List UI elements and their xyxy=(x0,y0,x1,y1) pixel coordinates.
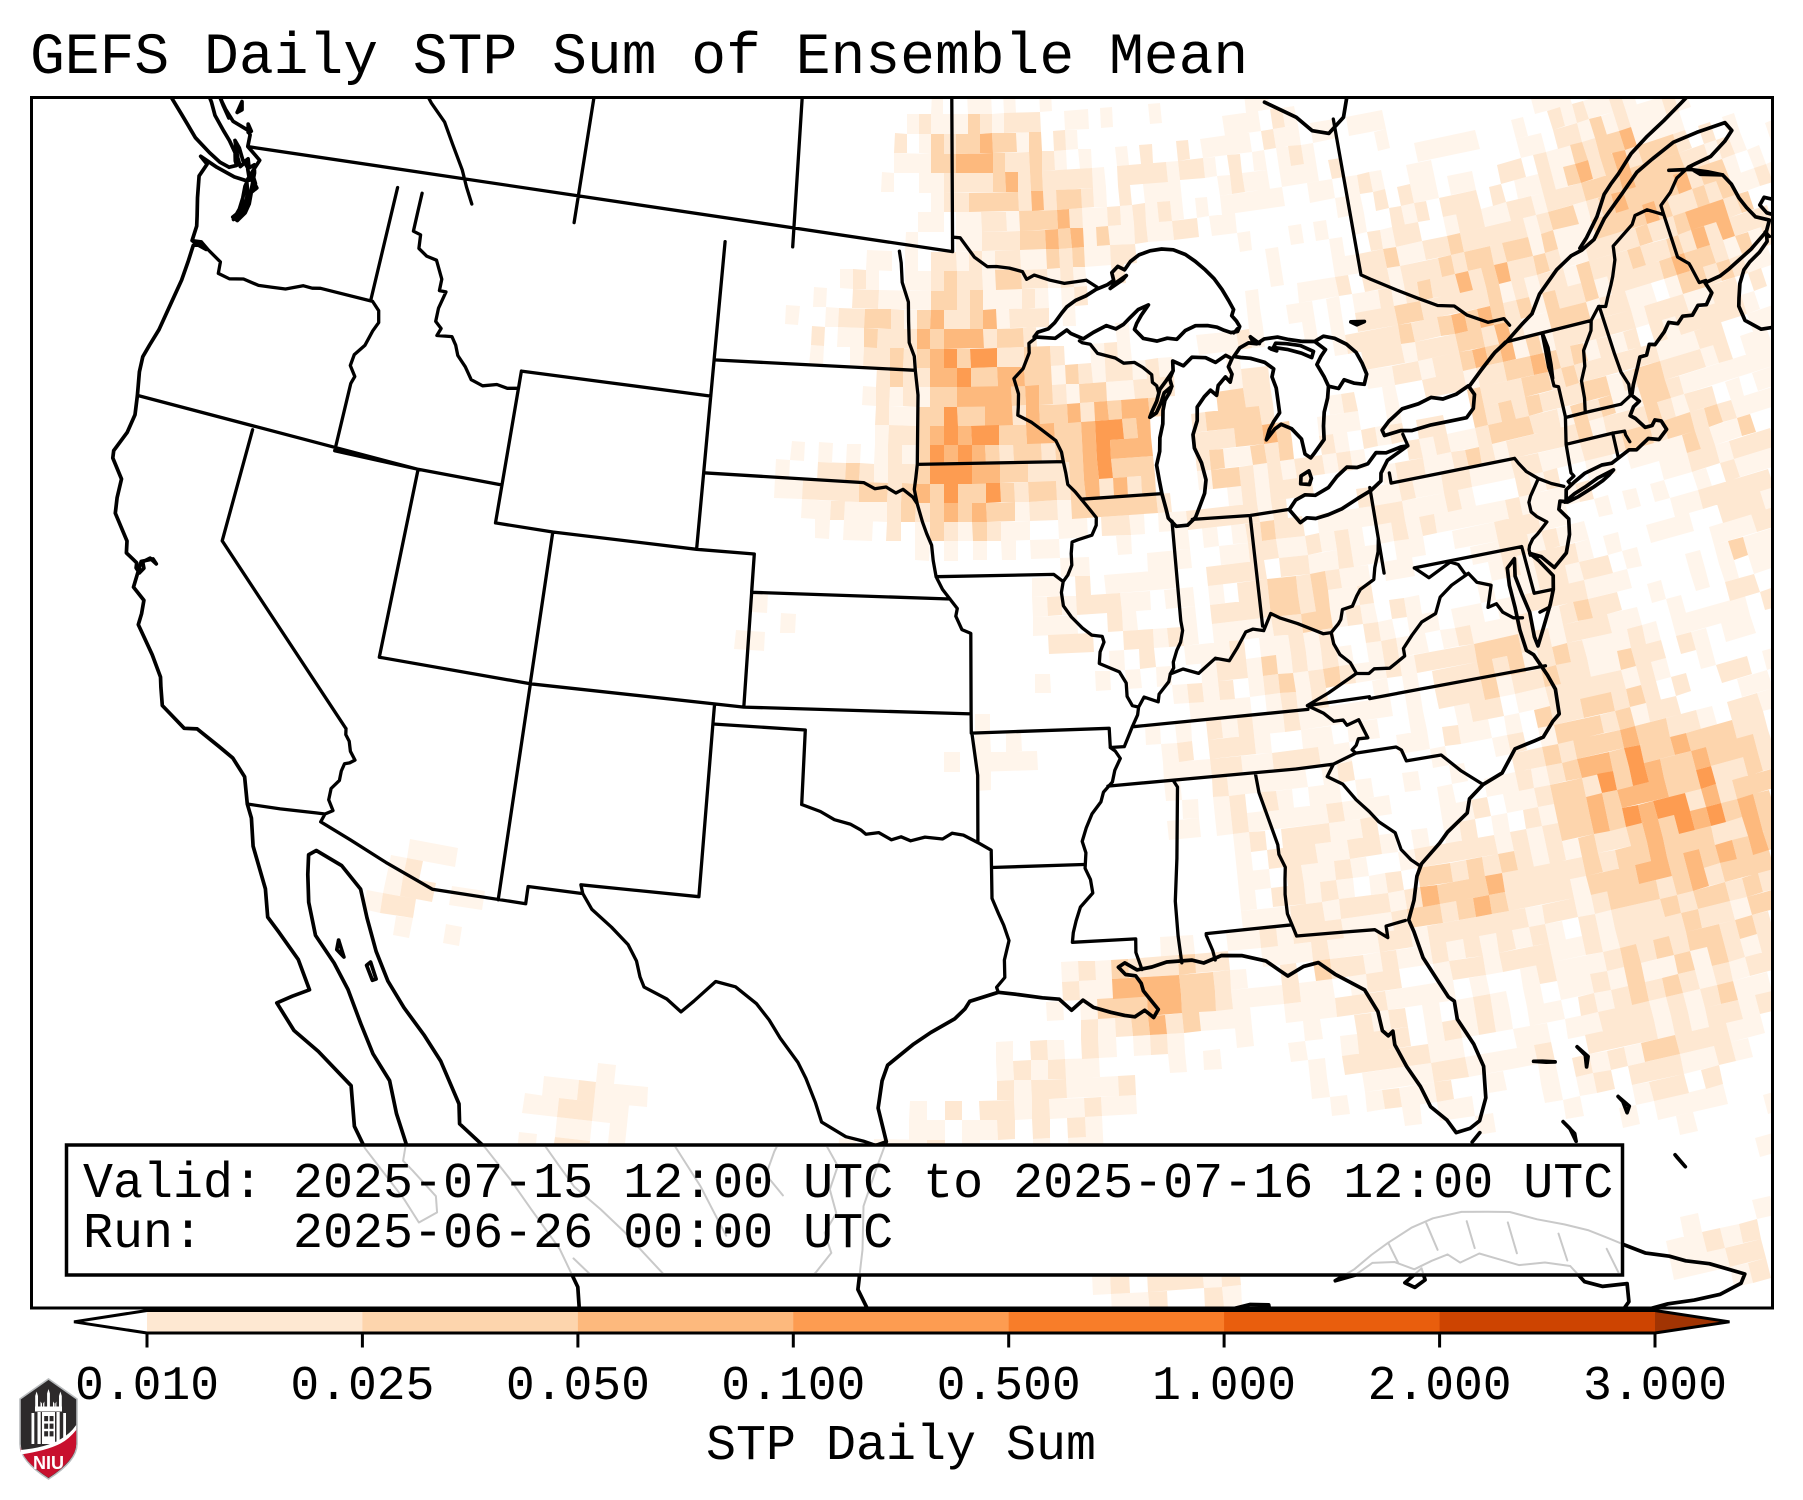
svg-text:0.100: 0.100 xyxy=(721,1360,865,1414)
svg-text:STP Daily Sum: STP Daily Sum xyxy=(706,1418,1096,1475)
svg-text:0.010: 0.010 xyxy=(75,1360,219,1414)
svg-text:1.000: 1.000 xyxy=(1152,1360,1296,1414)
svg-text:Run: 2025-06-26 00:00 UTC: Run: 2025-06-26 00:00 UTC xyxy=(83,1206,893,1263)
svg-text:Valid: 2025-07-15 12:00 UTC to: Valid: 2025-07-15 12:00 UTC to 2025-07-1… xyxy=(83,1156,1613,1213)
svg-text:0.050: 0.050 xyxy=(506,1360,650,1414)
svg-text:0.025: 0.025 xyxy=(290,1360,434,1414)
svg-text:0.500: 0.500 xyxy=(937,1360,1081,1414)
svg-text:3.000: 3.000 xyxy=(1583,1360,1727,1414)
svg-text:GEFS Daily STP Sum of Ensemble: GEFS Daily STP Sum of Ensemble Mean xyxy=(30,26,1248,91)
svg-text:NIU: NIU xyxy=(33,1453,64,1473)
svg-text:2.000: 2.000 xyxy=(1368,1360,1512,1414)
